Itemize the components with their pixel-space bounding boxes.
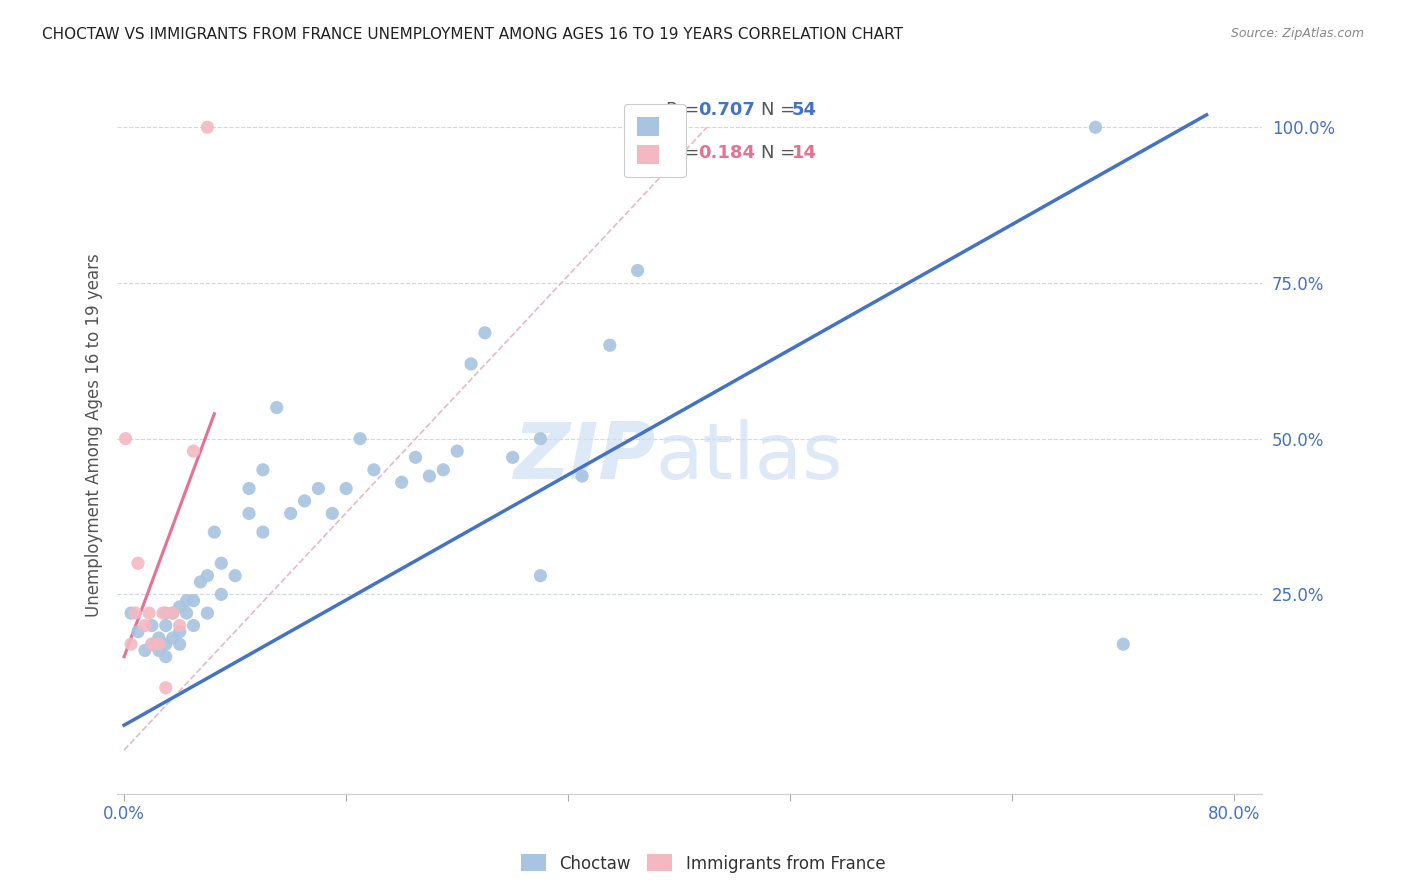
Point <box>155 637 177 651</box>
Point <box>266 401 288 415</box>
Point <box>209 587 232 601</box>
Point <box>155 681 177 695</box>
Point <box>190 574 212 589</box>
Point <box>405 450 427 465</box>
Text: Source: ZipAtlas.com: Source: ZipAtlas.com <box>1230 27 1364 40</box>
Point <box>363 463 385 477</box>
Point <box>224 568 246 582</box>
Text: atlas: atlas <box>655 419 842 495</box>
Point <box>127 556 149 570</box>
Text: CHOCTAW VS IMMIGRANTS FROM FRANCE UNEMPLOYMENT AMONG AGES 16 TO 19 YEARS CORRELA: CHOCTAW VS IMMIGRANTS FROM FRANCE UNEMPL… <box>42 27 903 42</box>
Point <box>349 432 371 446</box>
Point <box>183 618 205 632</box>
Point <box>474 326 496 340</box>
Text: ZIP: ZIP <box>513 419 655 495</box>
Point <box>162 606 184 620</box>
Point <box>209 556 232 570</box>
Text: 0.707: 0.707 <box>697 101 755 119</box>
Point <box>134 618 156 632</box>
Point <box>238 482 260 496</box>
Point <box>418 469 440 483</box>
Point <box>197 120 219 135</box>
Point <box>252 525 274 540</box>
Point <box>138 606 160 620</box>
Point <box>152 606 174 620</box>
Point <box>155 618 177 632</box>
Text: 14: 14 <box>792 144 817 162</box>
Point <box>183 593 205 607</box>
Point <box>599 338 621 352</box>
Point <box>391 475 413 490</box>
Point <box>176 593 198 607</box>
Text: R =: R = <box>665 144 699 162</box>
Point <box>155 606 177 620</box>
Point <box>120 637 142 651</box>
Text: R =: R = <box>665 101 699 119</box>
Point <box>321 507 343 521</box>
Point <box>162 606 184 620</box>
Point <box>280 507 302 521</box>
Point <box>169 624 191 639</box>
Point <box>148 643 170 657</box>
Legend: Choctaw, Immigrants from France: Choctaw, Immigrants from France <box>515 847 891 880</box>
Point <box>120 606 142 620</box>
Point <box>141 618 163 632</box>
Point <box>197 606 219 620</box>
Point <box>169 618 191 632</box>
Point <box>169 637 191 651</box>
Point <box>183 444 205 458</box>
Point <box>134 643 156 657</box>
Point <box>502 450 524 465</box>
Point <box>197 568 219 582</box>
Point <box>155 649 177 664</box>
Point <box>1084 120 1107 135</box>
Point <box>529 432 551 446</box>
Point <box>124 606 146 620</box>
Point <box>432 463 454 477</box>
Point <box>114 432 136 446</box>
Point <box>1112 637 1135 651</box>
Point <box>162 631 184 645</box>
Point <box>176 606 198 620</box>
Text: 54: 54 <box>792 101 817 119</box>
Point <box>252 463 274 477</box>
Point <box>335 482 357 496</box>
Point <box>307 482 329 496</box>
Point <box>294 494 316 508</box>
Point <box>141 637 163 651</box>
Point <box>148 631 170 645</box>
Point <box>238 507 260 521</box>
Point <box>571 469 593 483</box>
Point <box>460 357 482 371</box>
Point <box>446 444 468 458</box>
Point <box>202 525 225 540</box>
Text: 0.184: 0.184 <box>697 144 755 162</box>
Y-axis label: Unemployment Among Ages 16 to 19 years: Unemployment Among Ages 16 to 19 years <box>86 253 103 617</box>
Point <box>148 637 170 651</box>
Text: N =: N = <box>761 144 794 162</box>
Text: N =: N = <box>761 101 794 119</box>
Point <box>169 599 191 614</box>
Point <box>529 568 551 582</box>
Point <box>141 637 163 651</box>
Legend: , : , <box>624 104 686 178</box>
Point <box>626 263 648 277</box>
Point <box>127 624 149 639</box>
